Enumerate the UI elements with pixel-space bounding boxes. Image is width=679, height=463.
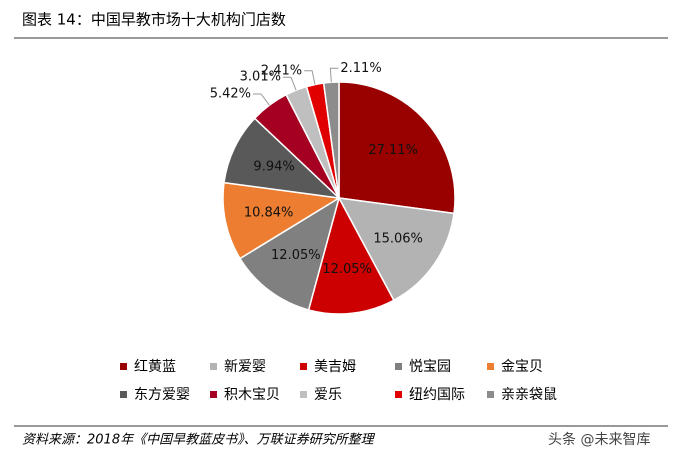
legend-swatch — [120, 391, 127, 398]
legend-label: 美吉姆 — [314, 359, 356, 375]
legend-label: 新爱婴 — [224, 359, 266, 375]
legend-label: 金宝贝 — [501, 359, 543, 375]
value-label: 27.11% — [368, 143, 418, 158]
legend-swatch — [210, 363, 217, 370]
watermark: 头条 @未来智库 — [548, 431, 650, 448]
legend-label: 亲亲袋鼠 — [501, 387, 557, 403]
pie-slice — [222, 181, 342, 260]
legend-label: 积木宝贝 — [224, 387, 280, 403]
value-label: 5.42% — [210, 86, 251, 101]
legend-swatch — [395, 363, 402, 370]
legend-swatch — [487, 391, 494, 398]
value-label: 12.05% — [271, 248, 321, 263]
legend-swatch — [300, 391, 307, 398]
value-label: 2.41% — [261, 63, 302, 78]
leader-line — [304, 70, 316, 85]
pie-slice — [337, 197, 455, 302]
legend-swatch — [120, 363, 127, 370]
leader-line — [253, 93, 270, 106]
pie-slice — [307, 195, 395, 315]
legend-label: 爱乐 — [314, 387, 342, 403]
value-label: 2.11% — [340, 61, 381, 76]
value-label: 3.01% — [240, 70, 281, 85]
value-label: 9.94% — [253, 160, 294, 175]
legend-swatch — [487, 363, 494, 370]
leader-line — [282, 76, 297, 91]
pie-slice — [223, 117, 342, 200]
legend-label: 红黄蓝 — [134, 358, 176, 375]
legend-label: 悦宝园 — [409, 359, 451, 375]
value-label: 10.84% — [244, 205, 294, 220]
pie-slice — [238, 196, 341, 311]
pie-slice — [338, 81, 456, 215]
chart-title: 图表 14：中国早教市场十大机构门店数 — [22, 11, 286, 29]
value-label: 12.05% — [322, 262, 372, 277]
legend-swatch — [210, 391, 217, 398]
legend-label: 纽约国际 — [409, 387, 465, 403]
legend-label: 东方爱婴 — [134, 387, 190, 403]
source: 资料来源：2018年《中国早教蓝皮书》、万联证券研究所整理 — [22, 432, 376, 448]
value-label: 15.06% — [373, 231, 423, 246]
leader-line — [329, 67, 339, 83]
legend-swatch — [300, 363, 307, 370]
legend-swatch — [395, 391, 402, 398]
